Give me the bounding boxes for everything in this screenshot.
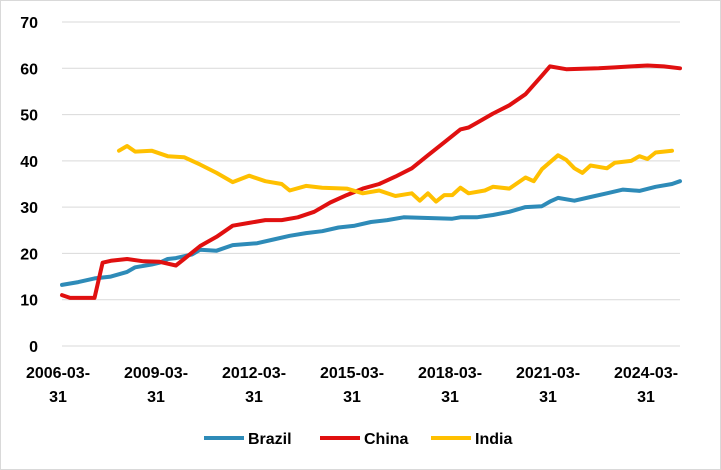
series-line-brazil xyxy=(60,179,682,287)
y-tick-label: 20 xyxy=(20,246,38,263)
x-tick-label-line2: 31 xyxy=(245,389,263,406)
legend-label-china: China xyxy=(364,431,409,448)
legend-label-brazil: Brazil xyxy=(248,431,292,448)
series-line-india xyxy=(117,144,674,204)
x-axis-tick-labels: 2006-03- 31 2009-03- 31 2012-03- 31 2015-03- 31… xyxy=(26,365,678,406)
y-tick-label: 10 xyxy=(20,293,38,310)
x-tick-label: 2006-03- xyxy=(26,365,90,382)
x-tick-label: 2009-03- xyxy=(124,365,188,382)
x-tick-label: 2021-03- xyxy=(516,365,580,382)
x-tick-label-line2: 31 xyxy=(441,389,459,406)
series-lines xyxy=(60,63,682,300)
x-tick-label: 2018-03- xyxy=(418,365,482,382)
series-line-china xyxy=(60,63,682,300)
x-tick-label: 2012-03- xyxy=(222,365,286,382)
x-tick-label: 2024-03- xyxy=(614,365,678,382)
y-axis-tick-labels: 0 10 20 30 40 50 60 70 xyxy=(20,15,38,356)
x-tick-label-line2: 31 xyxy=(539,389,557,406)
y-tick-label: 0 xyxy=(29,339,38,356)
x-tick-label-line2: 31 xyxy=(343,389,361,406)
y-tick-label: 30 xyxy=(20,200,38,217)
x-tick-label-line2: 31 xyxy=(147,389,165,406)
gridlines xyxy=(62,21,680,301)
y-tick-label: 50 xyxy=(20,108,38,125)
y-tick-label: 60 xyxy=(20,61,38,78)
y-tick-label: 40 xyxy=(20,154,38,171)
x-tick-label-line2: 31 xyxy=(49,389,67,406)
y-tick-label: 70 xyxy=(20,15,38,32)
x-tick-label: 2015-03- xyxy=(320,365,384,382)
legend-label-india: India xyxy=(475,431,512,448)
legend: Brazil China India xyxy=(204,431,512,448)
x-tick-label-line2: 31 xyxy=(637,389,655,406)
